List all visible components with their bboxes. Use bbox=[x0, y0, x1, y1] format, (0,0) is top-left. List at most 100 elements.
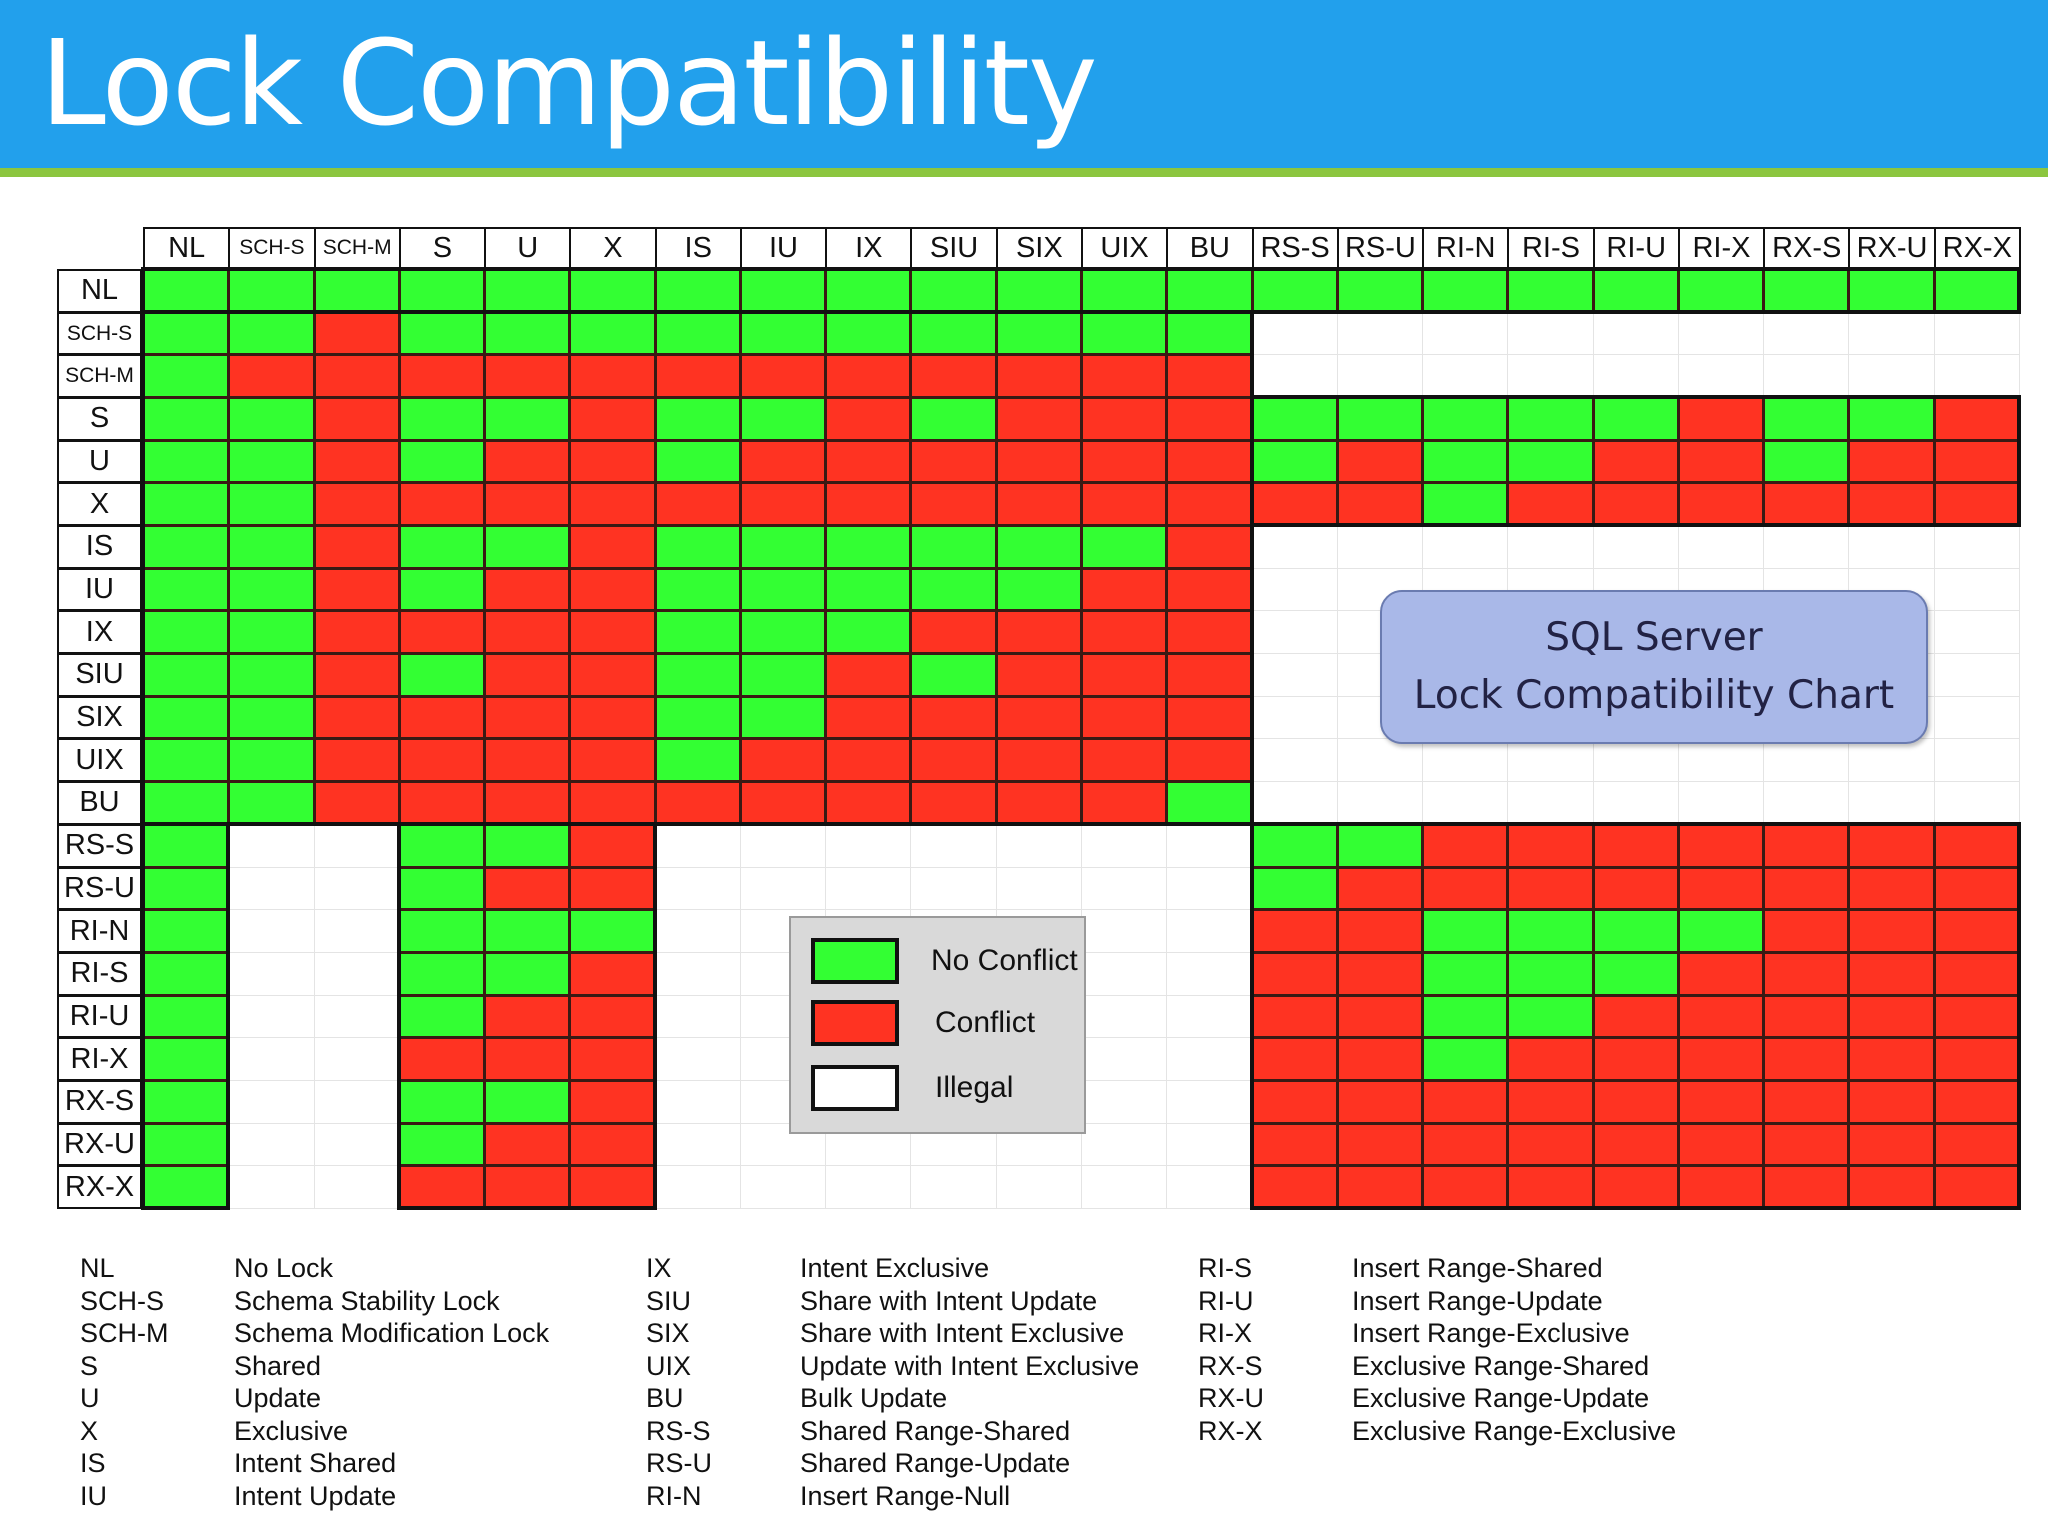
badge-line-2: Lock Compatibility Chart bbox=[1413, 673, 1895, 718]
cell-conflict bbox=[313, 695, 400, 740]
cell-illegal bbox=[1080, 1079, 1168, 1124]
cell-conflict bbox=[1166, 695, 1253, 740]
cell-no-conflict bbox=[825, 525, 912, 569]
cell-no-conflict bbox=[910, 311, 997, 356]
cell-no-conflict bbox=[484, 1079, 571, 1124]
cell-conflict bbox=[1336, 909, 1424, 953]
cell-no-conflict bbox=[398, 397, 486, 441]
cell-no-conflict bbox=[1592, 397, 1679, 441]
cell-illegal bbox=[1507, 311, 1594, 356]
cell-conflict bbox=[569, 653, 656, 697]
column-header: SIX bbox=[995, 227, 1083, 269]
cell-conflict bbox=[1848, 482, 1935, 527]
cell-conflict bbox=[1933, 1122, 2020, 1167]
cell-no-conflict bbox=[1422, 439, 1509, 484]
cell-conflict bbox=[825, 482, 912, 527]
cell-conflict bbox=[1336, 482, 1424, 527]
cell-illegal bbox=[1166, 1165, 1253, 1209]
cell-conflict bbox=[1848, 866, 1935, 911]
cell-illegal bbox=[1166, 866, 1253, 911]
row-header: SIU bbox=[57, 653, 142, 697]
cell-no-conflict bbox=[484, 909, 571, 953]
abbreviation-code: U bbox=[80, 1383, 100, 1413]
cell-illegal bbox=[1166, 909, 1253, 953]
cell-conflict bbox=[1848, 1122, 1935, 1167]
cell-no-conflict bbox=[143, 951, 230, 996]
cell-conflict bbox=[569, 951, 656, 996]
cell-no-conflict bbox=[569, 269, 656, 313]
cell-conflict bbox=[313, 738, 400, 783]
abbreviation-description: Exclusive Range-Exclusive bbox=[1352, 1415, 1677, 1446]
cell-no-conflict bbox=[398, 909, 486, 953]
cell-illegal bbox=[1166, 823, 1253, 868]
cell-no-conflict bbox=[398, 951, 486, 996]
abbreviation-row: RI-X Insert Range-Exclusive bbox=[1198, 1317, 1630, 1350]
cell-illegal bbox=[313, 909, 400, 953]
abbreviation-description: Exclusive bbox=[234, 1415, 349, 1446]
cell-no-conflict bbox=[398, 653, 486, 697]
cell-conflict bbox=[995, 695, 1082, 740]
cell-illegal bbox=[1080, 994, 1168, 1039]
cell-illegal bbox=[654, 951, 741, 996]
cell-no-conflict bbox=[569, 311, 656, 356]
cell-no-conflict bbox=[1422, 909, 1509, 953]
cell-illegal bbox=[313, 866, 400, 911]
legend-swatch-white bbox=[811, 1065, 899, 1111]
cell-conflict bbox=[1592, 866, 1679, 911]
cell-no-conflict bbox=[398, 866, 486, 911]
cell-no-conflict bbox=[228, 311, 315, 356]
cell-no-conflict bbox=[143, 354, 230, 399]
cell-no-conflict bbox=[739, 567, 827, 612]
cell-illegal bbox=[1848, 354, 1935, 399]
cell-no-conflict bbox=[654, 269, 741, 313]
cell-conflict bbox=[484, 567, 571, 612]
cell-conflict bbox=[1080, 439, 1168, 484]
abbreviation-code: IU bbox=[80, 1480, 107, 1511]
cell-conflict bbox=[1592, 994, 1679, 1039]
cell-no-conflict bbox=[143, 1079, 230, 1124]
row-header: SCH-M bbox=[57, 354, 142, 399]
cell-conflict bbox=[569, 866, 656, 911]
cell-conflict bbox=[825, 781, 912, 825]
cell-conflict bbox=[1080, 695, 1168, 740]
cell-conflict bbox=[1677, 482, 1765, 527]
cell-no-conflict bbox=[1166, 311, 1253, 356]
cell-illegal bbox=[1592, 525, 1679, 569]
cell-no-conflict bbox=[143, 1165, 230, 1209]
cell-no-conflict bbox=[228, 397, 315, 441]
cell-conflict bbox=[1677, 951, 1765, 996]
cell-illegal bbox=[910, 823, 997, 868]
abbreviation-code: SIX bbox=[646, 1318, 690, 1348]
cell-no-conflict bbox=[1422, 951, 1509, 996]
column-header: UIX bbox=[1080, 227, 1169, 269]
abbreviation-description: Insert Range-Shared bbox=[1352, 1253, 1603, 1283]
cell-illegal bbox=[228, 1122, 315, 1167]
cell-no-conflict bbox=[910, 397, 997, 441]
cell-conflict bbox=[569, 397, 656, 441]
cell-no-conflict bbox=[484, 311, 571, 356]
cell-conflict bbox=[1080, 610, 1168, 655]
cell-illegal bbox=[1166, 951, 1253, 996]
cell-illegal bbox=[1677, 525, 1765, 569]
cell-no-conflict bbox=[1763, 397, 1850, 441]
cell-conflict bbox=[1848, 1079, 1935, 1124]
cell-no-conflict bbox=[1592, 909, 1679, 953]
cell-conflict bbox=[1933, 482, 2020, 527]
cell-conflict bbox=[398, 738, 486, 783]
cell-illegal bbox=[654, 994, 741, 1039]
cell-illegal bbox=[1848, 525, 1935, 569]
cell-conflict bbox=[1166, 439, 1253, 484]
cell-illegal bbox=[654, 1037, 741, 1081]
cell-conflict bbox=[569, 781, 656, 825]
cell-conflict bbox=[1763, 951, 1850, 996]
cell-conflict bbox=[1848, 1037, 1935, 1081]
cell-no-conflict bbox=[1080, 311, 1168, 356]
cell-illegal bbox=[1933, 525, 2020, 569]
column-header: U bbox=[484, 227, 572, 269]
cell-illegal bbox=[1422, 781, 1509, 825]
cell-conflict bbox=[313, 653, 400, 697]
abbreviation-row: S Shared bbox=[80, 1350, 321, 1383]
cell-illegal bbox=[228, 1165, 315, 1209]
cell-conflict bbox=[313, 567, 400, 612]
cell-conflict bbox=[1166, 482, 1253, 527]
